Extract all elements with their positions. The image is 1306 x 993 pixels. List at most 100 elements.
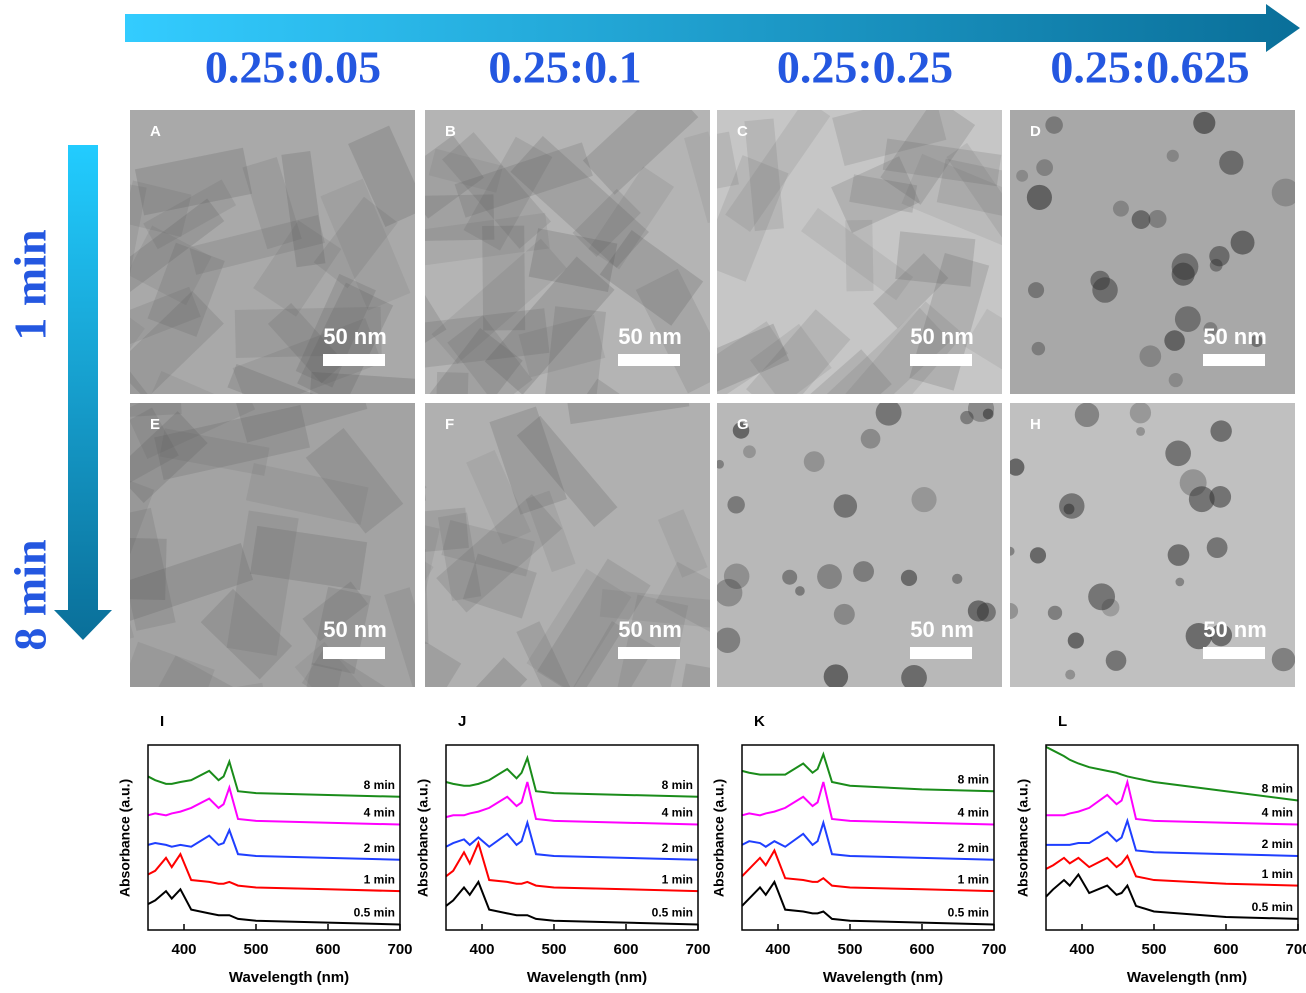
- x-tick-label: 500: [541, 941, 566, 958]
- x-tick-label: 600: [909, 941, 934, 958]
- particle: [804, 451, 825, 472]
- scale-label: 50 nm: [323, 324, 387, 349]
- tem-image: G50 nm: [715, 396, 1002, 691]
- ratio-label: 0.25:0.625: [1050, 42, 1249, 93]
- x-axis-label: Wavelength (nm): [229, 969, 349, 986]
- spectrum-line: [742, 754, 994, 791]
- scale-label: 50 nm: [618, 617, 682, 642]
- panel-label: E: [150, 416, 160, 433]
- particle: [1167, 150, 1179, 162]
- panel-label: D: [1030, 123, 1041, 140]
- particle: [1130, 402, 1151, 423]
- y-axis-label: Absorbance (a.u.): [117, 779, 133, 897]
- x-axis-label: Wavelength (nm): [1127, 969, 1247, 986]
- particle: [1231, 231, 1255, 255]
- particle: [1092, 277, 1117, 302]
- particle: [853, 561, 874, 582]
- scale-bar: [1203, 647, 1265, 659]
- series-label: 8 min: [364, 778, 395, 792]
- x-tick-label: 600: [613, 941, 638, 958]
- particle: [824, 664, 848, 688]
- series-label: 2 min: [1262, 837, 1293, 851]
- particle: [782, 570, 797, 585]
- sheet: [124, 538, 167, 600]
- time-label: 1 min: [5, 229, 56, 340]
- scale-label: 50 nm: [1203, 324, 1267, 349]
- spectrum-line: [446, 782, 698, 825]
- series-label: 0.5 min: [652, 906, 693, 920]
- particle: [1139, 345, 1161, 367]
- particle: [1164, 330, 1185, 351]
- panel-label: H: [1030, 416, 1041, 433]
- particle: [715, 628, 740, 653]
- x-axis-label: Wavelength (nm): [823, 969, 943, 986]
- plot-frame: [446, 745, 698, 930]
- figure: 0.25:0.05 0.25:0.1 0.25:0.25 0.25:0.625 …: [0, 0, 1306, 988]
- scale-bar: [910, 354, 972, 366]
- series-label: 2 min: [662, 841, 693, 855]
- spectrum-line: [446, 843, 698, 891]
- particle: [1149, 210, 1167, 228]
- panel-label: C: [737, 123, 748, 140]
- panel-label: I: [160, 713, 164, 730]
- series-label: 1 min: [1262, 867, 1293, 881]
- scale-label: 50 nm: [1203, 617, 1267, 642]
- panel-label: L: [1058, 713, 1067, 730]
- spectrum-line: [1046, 856, 1298, 886]
- spectrum-line: [446, 823, 698, 860]
- spectrum-line: [148, 762, 400, 797]
- series-label: 2 min: [364, 841, 395, 855]
- particle: [1065, 670, 1075, 680]
- spectrum-line: [446, 758, 698, 797]
- series-label: 8 min: [958, 772, 989, 786]
- y-axis-label: Absorbance (a.u.): [415, 779, 431, 897]
- particle: [1030, 547, 1046, 563]
- spectrum-line: [742, 782, 994, 825]
- particle: [727, 496, 744, 513]
- x-tick-label: 500: [1141, 941, 1166, 958]
- particle: [1172, 263, 1195, 286]
- scale-bar: [618, 647, 680, 659]
- x-tick-label: 500: [837, 941, 862, 958]
- particle: [901, 570, 917, 586]
- ratio-label: 0.25:0.1: [488, 42, 641, 93]
- particle: [912, 487, 937, 512]
- series-label: 4 min: [662, 806, 693, 820]
- time-label: 8 min: [5, 539, 56, 650]
- particle: [983, 409, 994, 420]
- particle: [1106, 650, 1127, 671]
- particle: [960, 411, 973, 424]
- panel-label: B: [445, 123, 456, 140]
- panel-label: G: [737, 416, 749, 433]
- scale-bar: [323, 354, 385, 366]
- series-label: 1 min: [662, 872, 693, 886]
- particle: [1272, 648, 1295, 671]
- panel-label: K: [754, 713, 765, 730]
- x-tick-label: 700: [387, 941, 412, 958]
- x-tick-label: 400: [171, 941, 196, 958]
- particle: [1028, 282, 1044, 298]
- tem-image: H 50 nm: [1002, 402, 1295, 687]
- series-label: 1 min: [958, 872, 989, 886]
- particle: [715, 460, 724, 469]
- plot-frame: [148, 745, 400, 930]
- particle: [1006, 547, 1015, 556]
- spectrum-line: [1046, 821, 1298, 856]
- x-tick-label: 700: [1285, 941, 1306, 958]
- particle: [1068, 632, 1084, 648]
- x-tick-label: 400: [469, 941, 494, 958]
- particle: [1048, 606, 1062, 620]
- series-label: 8 min: [1262, 782, 1293, 796]
- x-tick-label: 500: [243, 941, 268, 958]
- scale-bar: [618, 354, 680, 366]
- particle: [1219, 151, 1243, 175]
- ratio-label: 0.25:0.05: [205, 42, 381, 93]
- particle: [834, 604, 855, 625]
- particle: [724, 564, 749, 589]
- particle: [1032, 342, 1045, 355]
- particle: [1027, 185, 1052, 210]
- particle: [1007, 459, 1024, 476]
- series-label: 4 min: [364, 806, 395, 820]
- particle: [743, 445, 756, 458]
- series-label: 0.5 min: [1252, 900, 1293, 914]
